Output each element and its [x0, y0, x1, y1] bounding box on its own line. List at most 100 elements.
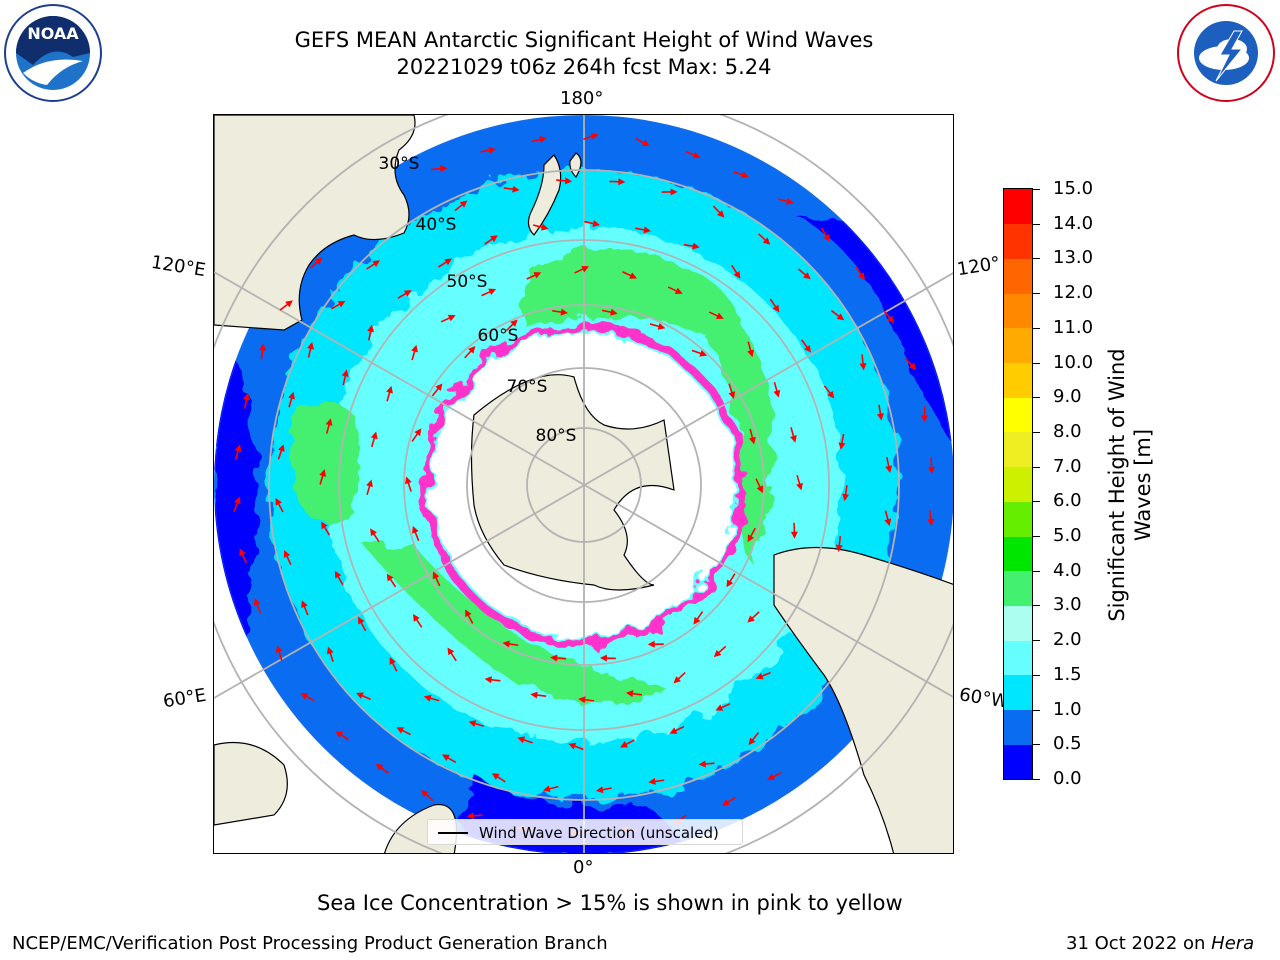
wave-direction-arrow: [411, 344, 418, 361]
wave-band-green-4: [704, 305, 774, 565]
wind-wave-arrows: [233, 133, 935, 837]
wave-direction-arrow: [731, 264, 741, 279]
wave-direction-arrow: [438, 258, 453, 268]
colorbar-tick: [1033, 189, 1040, 190]
colorbar-tick-label: 3.0: [1053, 594, 1082, 616]
wave-direction-arrow: [341, 369, 349, 386]
wave-direction-arrow: [530, 691, 547, 699]
colorbar-tick-label: 15.0: [1053, 178, 1094, 199]
colorbar-segment: [1004, 501, 1032, 537]
wave-direction-arrow: [747, 341, 755, 358]
wave-direction-arrow: [927, 457, 935, 474]
colorbar-segment: [1004, 466, 1032, 502]
wave-direction-arrow: [370, 431, 378, 448]
graticule: [214, 115, 953, 853]
legend-label: Wind Wave Direction (unscaled): [479, 824, 719, 842]
south-america: [773, 546, 953, 853]
lat-label-60s: 60°S: [478, 326, 519, 346]
colorbar-tick: [1033, 674, 1040, 676]
wave-direction-arrow: [309, 257, 323, 269]
wave-direction-arrow: [389, 657, 398, 672]
wave-direction-arrow: [412, 613, 423, 628]
new-zealand: [527, 152, 582, 236]
wave-direction-arrow: [447, 647, 457, 662]
wave-direction-arrow: [370, 528, 380, 543]
wave-direction-arrow: [747, 611, 760, 623]
wave-direction-arrow: [683, 242, 700, 250]
colorbar-tick-label: 8.0: [1053, 420, 1082, 442]
sea-ice-note: Sea Ice Concentration > 15% is shown in …: [317, 891, 903, 915]
wave-direction-arrow: [366, 260, 381, 270]
map-panel: 30°S 40°S 50°S 60°S 70°S 80°S Wind Wave …: [213, 114, 954, 854]
wave-direction-arrow: [532, 223, 549, 231]
wave-direction-arrow: [375, 763, 390, 774]
wave-direction-arrow: [715, 703, 731, 711]
wave-direction-arrow: [855, 266, 865, 281]
wave-direction-arrow: [468, 720, 485, 728]
wave-direction-arrow: [454, 200, 468, 212]
wave-direction-arrow: [288, 391, 295, 408]
wave-direction-arrow: [790, 522, 798, 539]
wave-direction-arrow: [277, 444, 285, 460]
wave-direction-arrow: [578, 696, 595, 704]
land: [214, 115, 953, 853]
wave-direction-arrow: [481, 288, 497, 297]
colorbar-tick: [1033, 570, 1040, 572]
wave-direction-arrow: [885, 457, 893, 474]
wave-direction-arrow: [366, 479, 373, 496]
wave-direction-arrow: [673, 671, 686, 684]
wave-direction-arrow: [325, 418, 333, 434]
lat-label-40s: 40°S: [416, 215, 457, 235]
antarctica: [470, 374, 675, 591]
wave-direction-arrow: [239, 548, 248, 564]
wave-direction-arrow: [396, 727, 411, 736]
wave-direction-arrow: [904, 357, 917, 371]
wave-direction-arrow: [556, 177, 573, 185]
wave-direction-arrow: [859, 354, 867, 371]
colorbar-tick-label: 2.0: [1053, 629, 1082, 651]
colorbar: [1003, 188, 1033, 780]
wave-direction-arrow: [502, 640, 519, 648]
wave-direction-arrow: [432, 571, 441, 587]
wave-direction-arrow: [440, 314, 456, 323]
colorbar-tick-label: 1.5: [1053, 663, 1082, 685]
wave-direction-arrow: [307, 342, 314, 358]
colorbar-segment: [1004, 536, 1032, 572]
wave-direction-arrow: [503, 185, 520, 193]
wave-direction-arrow: [648, 777, 665, 785]
wave-direction-arrow: [748, 732, 760, 746]
wave-direction-arrow: [831, 310, 845, 321]
colorbar-segment: [1004, 327, 1032, 364]
wave-direction-arrow: [728, 383, 736, 399]
wave-direction-arrow: [773, 381, 781, 398]
footer-date: 31 Oct 2022 on Hera: [1066, 933, 1254, 954]
colorbar-tick: [1033, 536, 1040, 538]
wave-direction-arrow: [820, 227, 830, 242]
colorbar-segment: [1004, 640, 1032, 676]
wave-direction-arrow: [835, 536, 843, 553]
wave-direction-arrow: [412, 525, 420, 542]
colorbar-tick: [1033, 362, 1040, 364]
colorbar-tick: [1033, 640, 1040, 642]
colorbar-tick-label: 12.0: [1053, 282, 1094, 304]
colorbar-tick: [1033, 431, 1040, 433]
colorbar-segment: [1004, 605, 1032, 641]
wave-direction-arrow: [721, 796, 736, 806]
footer-date-text: 31 Oct 2022 on: [1066, 933, 1212, 954]
wave-direction-arrow: [505, 319, 518, 332]
wave-direction-arrow: [517, 736, 533, 744]
wave-direction-arrow: [480, 146, 497, 154]
wave-direction-arrow: [300, 693, 315, 702]
wave-direction-arrow: [884, 510, 892, 527]
wave-direction-arrow: [253, 598, 262, 614]
colorbar-tick: [1033, 709, 1040, 711]
wave-direction-arrow: [568, 742, 584, 751]
wave-direction-arrow: [491, 773, 506, 783]
wave-direction-arrow: [796, 474, 803, 491]
colorbar-segment: [1004, 431, 1032, 468]
colorbar-tick-label: 10.0: [1053, 351, 1094, 373]
wave-direction-arrow: [800, 339, 812, 353]
wave-direction-arrow: [431, 165, 448, 173]
colorbar-tick: [1033, 397, 1040, 399]
wave-direction-arrow: [542, 785, 559, 793]
